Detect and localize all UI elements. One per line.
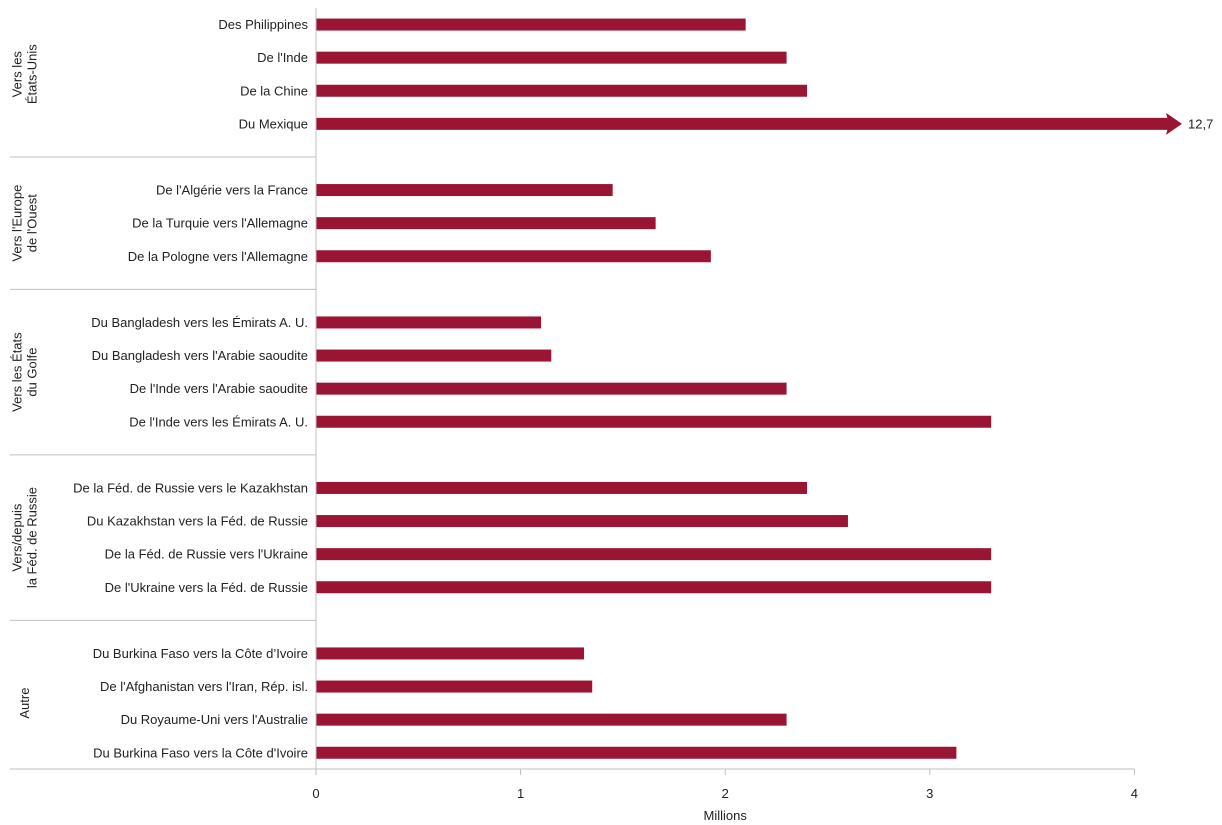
bar <box>316 713 787 726</box>
category-label: Du Burkina Faso vers la Côte d’Ivoire <box>93 646 308 661</box>
group-label: Vers lesÉtats-Unis <box>10 44 40 104</box>
group-label: Autre <box>17 688 32 719</box>
group-label-line: Vers/depuis <box>10 503 25 571</box>
bar <box>316 51 787 64</box>
bar <box>316 647 585 660</box>
group-label: Vers l'Europede l'Ouest <box>10 185 40 262</box>
bar <box>316 184 613 197</box>
bar <box>316 415 992 428</box>
group-label-line: Vers les <box>10 51 25 98</box>
category-label: Du Bangladesh vers l'Arabie saoudite <box>92 348 308 363</box>
category-label: De la Pologne vers l'Allemagne <box>128 249 308 264</box>
bar <box>316 349 552 362</box>
bar <box>316 481 808 494</box>
group-labels: Vers lesÉtats-Unis Vers l'Europede l'Oues… <box>10 44 40 719</box>
category-label: De la Féd. de Russie vers le Kazakhstan <box>73 480 308 495</box>
x-tick-label: 0 <box>312 786 319 801</box>
group-label-line: Vers l'Europe <box>10 185 25 262</box>
group-label-line: Vers les États <box>10 332 25 412</box>
bar <box>316 316 542 329</box>
x-tick-label: 2 <box>722 786 729 801</box>
bar <box>316 746 957 759</box>
group-label-line: du Golfe <box>25 348 40 397</box>
bar <box>316 680 593 693</box>
category-label: Du Mexique <box>239 116 308 131</box>
x-tick-label: 3 <box>926 786 933 801</box>
bar <box>316 217 656 230</box>
group-label-line: Autre <box>17 688 32 719</box>
bar <box>316 515 848 528</box>
bar <box>316 548 992 561</box>
category-label: Du Burkina Faso vers la Côte d'Ivoire <box>93 745 308 760</box>
x-tick-label: 1 <box>517 786 524 801</box>
group-label: Vers les Étatsdu Golfe <box>10 332 40 412</box>
group-label-line: États-Unis <box>25 44 40 104</box>
bar-overflow-arrow <box>1166 112 1182 135</box>
category-label: De l'Inde vers l'Arabie saoudite <box>130 381 308 396</box>
x-axis-title: Millions <box>704 808 748 823</box>
category-label: De l'Inde <box>257 50 308 65</box>
category-label: Du Royaume-Uni vers l'Australie <box>121 712 308 727</box>
group-label: Vers/depuisla Féd. de Russie <box>10 487 40 588</box>
x-axis-ticks: 0 1 2 3 4 <box>312 769 1138 801</box>
category-label: De la Féd. de Russie vers l'Ukraine <box>105 547 308 562</box>
category-label: De l'Algérie vers la France <box>156 183 308 198</box>
category-label: De l'Inde vers les Émirats A. U. <box>129 414 308 429</box>
x-tick-label: 4 <box>1131 786 1138 801</box>
category-label: Du Bangladesh vers les Émirats A. U. <box>91 315 308 330</box>
bar <box>316 117 1170 130</box>
group-separators <box>10 156 316 621</box>
bar <box>316 250 711 263</box>
bar <box>316 18 746 31</box>
bar <box>316 84 808 97</box>
category-label: Du Kazakhstan vers la Féd. de Russie <box>87 514 308 529</box>
category-labels: Des Philippines De l'Inde De la Chine Du Me… <box>73 17 308 760</box>
category-label: De la Turquie vers l'Allemagne <box>132 216 308 231</box>
category-label: De l'Ukraine vers la Féd. de Russie <box>105 580 308 595</box>
category-label: De l'Afghanistan vers l'Iran, Rép. isl. <box>100 679 308 694</box>
category-label: De la Chine <box>240 83 308 98</box>
bar <box>316 581 992 594</box>
group-label-line: de l'Ouest <box>25 194 40 253</box>
data-label: 12,7 <box>1188 116 1213 131</box>
category-label: Des Philippines <box>218 17 308 32</box>
group-label-line: la Féd. de Russie <box>25 487 40 588</box>
bar <box>316 382 787 395</box>
bars: 12,7 <box>316 18 1213 759</box>
